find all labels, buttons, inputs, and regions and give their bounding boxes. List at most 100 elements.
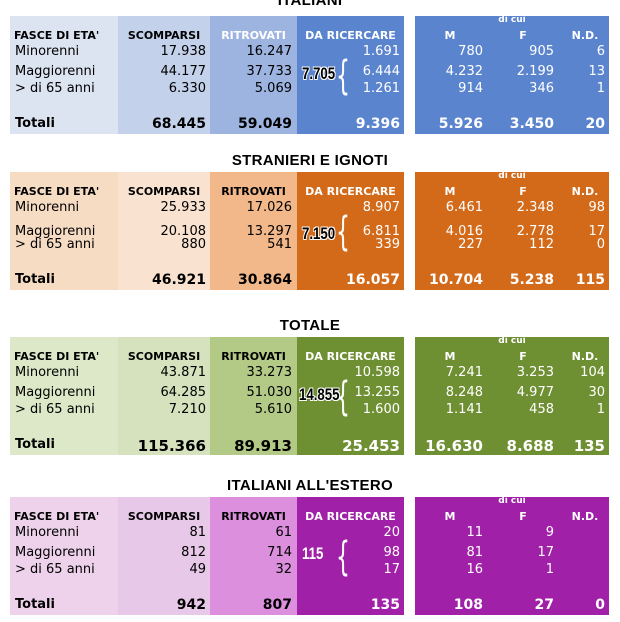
- header-ritrovati: RITROVATI: [221, 29, 286, 42]
- cell-nd: 1: [596, 81, 605, 96]
- header-m: M: [444, 350, 456, 363]
- cell-m: 914: [458, 81, 483, 96]
- cell-ricercare: 6.811: [362, 224, 400, 239]
- cell-scomparsi: 880: [181, 237, 206, 252]
- bracket-total-value: 7.150: [302, 224, 336, 243]
- cell-m: 11: [466, 525, 483, 540]
- header-m: M: [444, 510, 456, 523]
- row-label-minorenni: Minorenni: [15, 200, 80, 215]
- column-bg-ritrovati: [210, 172, 297, 290]
- cell-f: 1: [545, 562, 554, 577]
- cell-ricercare: 17: [383, 562, 400, 577]
- column-bg-scomparsi: [118, 16, 210, 134]
- cell-ricercare: 339: [375, 237, 400, 252]
- column-bg-right: [415, 497, 609, 615]
- row-label-totali: Totali: [15, 437, 55, 452]
- cell-f: 2.778: [516, 224, 554, 239]
- cell-f: 2.348: [516, 200, 554, 215]
- row-label-over65: > di 65 anni: [15, 562, 95, 577]
- row-label-over65: > di 65 anni: [15, 402, 95, 417]
- curly-bracket: {: [336, 374, 350, 420]
- cell-nd: 104: [580, 365, 605, 380]
- cell-f: 9: [545, 525, 554, 540]
- cell-ritrovati: 714: [267, 545, 292, 560]
- total-nd: 20: [585, 116, 605, 132]
- header-fasce: FASCE DI ETA': [14, 185, 100, 198]
- column-bg-ritrovati: [210, 337, 297, 455]
- header-scomparsi: SCOMPARSI: [127, 510, 201, 523]
- cell-f: 905: [529, 44, 554, 59]
- total-m: 10.704: [428, 272, 483, 288]
- cell-ritrovati: 61: [275, 525, 292, 540]
- total-ricercare: 9.396: [355, 116, 400, 132]
- total-m: 5.926: [438, 116, 483, 132]
- cell-ritrovati: 5.610: [254, 402, 292, 417]
- total-f: 8.688: [506, 437, 554, 455]
- header-fasce: FASCE DI ETA': [14, 29, 100, 42]
- header-scomparsi: SCOMPARSI: [127, 185, 201, 198]
- cell-m: 4.016: [445, 224, 483, 239]
- column-bg-right: [415, 16, 609, 134]
- column-bg-scomparsi: [118, 337, 210, 455]
- column-bg-label: [10, 337, 118, 455]
- header-di-cui: di cui: [498, 496, 526, 506]
- column-bg-ricercare: [297, 16, 404, 134]
- cell-scomparsi: 49: [189, 562, 206, 577]
- column-bg-scomparsi: [118, 497, 210, 615]
- header-f: F: [519, 350, 527, 363]
- curly-bracket: {: [336, 209, 350, 255]
- header-da-ricercare: DA RICERCARE: [305, 510, 396, 523]
- cell-m: 227: [458, 237, 483, 252]
- row-label-over65: > di 65 anni: [15, 237, 95, 252]
- cell-ricercare: 1.600: [362, 402, 400, 417]
- total-ritrovati: 807: [262, 597, 292, 613]
- total-f: 5.238: [509, 272, 554, 288]
- cell-f: 3.253: [516, 365, 554, 380]
- cell-ricercare: 10.598: [354, 365, 401, 380]
- cell-m: 7.241: [445, 365, 483, 380]
- cell-scomparsi: 6.330: [168, 81, 206, 96]
- header-m: M: [444, 29, 456, 42]
- total-m: 108: [453, 597, 483, 613]
- row-label-totali: Totali: [15, 116, 55, 131]
- row-label-maggiorenni: Maggiorenni: [15, 545, 96, 560]
- row-label-maggiorenni: Maggiorenni: [15, 385, 96, 400]
- cell-ritrovati: 32: [275, 562, 292, 577]
- cell-scomparsi: 44.177: [160, 64, 207, 79]
- header-fasce: FASCE DI ETA': [14, 350, 100, 363]
- total-scomparsi: 68.445: [151, 116, 206, 132]
- section-title: ITALIANI: [277, 0, 343, 9]
- cell-nd: 98: [588, 200, 605, 215]
- column-bg-label: [10, 497, 118, 615]
- header-f: F: [519, 185, 527, 198]
- total-nd: 0: [595, 597, 605, 613]
- total-ritrovati: 89.913: [234, 437, 292, 455]
- cell-nd: 1: [596, 402, 605, 417]
- cell-ritrovati: 16.247: [246, 44, 293, 59]
- cell-nd: 30: [588, 385, 605, 400]
- header-scomparsi: SCOMPARSI: [127, 29, 201, 42]
- cell-f: 112: [529, 237, 554, 252]
- header-nd: N.D.: [571, 29, 599, 42]
- cell-m: 81: [466, 545, 483, 560]
- section-title: ITALIANI ALL'ESTERO: [227, 477, 393, 494]
- header-nd: N.D.: [571, 510, 599, 523]
- cell-m: 4.232: [445, 64, 483, 79]
- header-di-cui: di cui: [498, 171, 526, 181]
- bracket-total-value: 14.855: [299, 385, 340, 404]
- total-f: 3.450: [509, 116, 554, 132]
- row-label-minorenni: Minorenni: [15, 525, 80, 540]
- total-ritrovati: 30.864: [237, 272, 292, 288]
- cell-ritrovati: 51.030: [246, 385, 293, 400]
- cell-nd: 17: [588, 224, 605, 239]
- cell-scomparsi: 43.871: [160, 365, 207, 380]
- total-nd: 115: [575, 272, 605, 288]
- section-title: STRANIERI E IGNOTI: [231, 152, 389, 169]
- cell-ricercare: 8.907: [362, 200, 400, 215]
- cell-scomparsi: 17.938: [160, 44, 207, 59]
- header-f: F: [519, 29, 527, 42]
- header-ritrovati: RITROVATI: [221, 185, 286, 198]
- cell-scomparsi: 64.285: [160, 385, 207, 400]
- header-da-ricercare: DA RICERCARE: [305, 29, 396, 42]
- header-nd: N.D.: [571, 350, 599, 363]
